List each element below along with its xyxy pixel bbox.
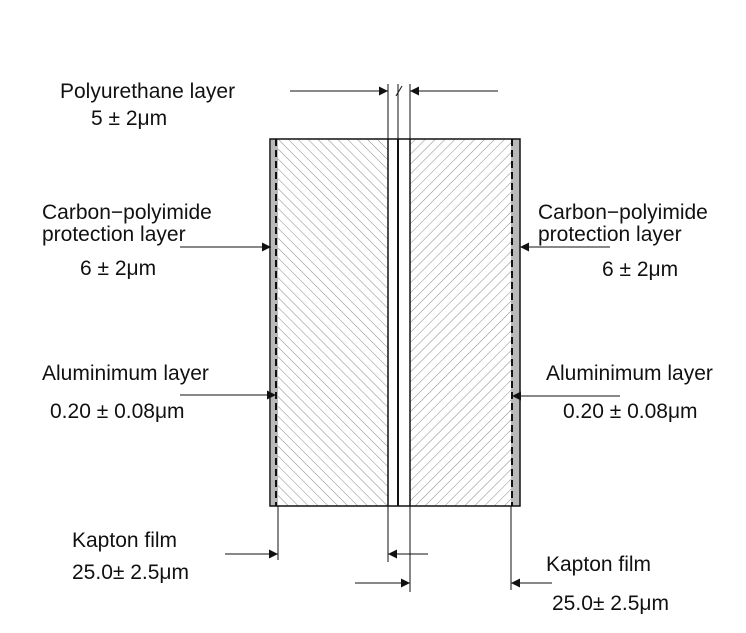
kapton-film-right [410, 139, 511, 506]
cross-section-outline [269, 138, 521, 507]
carbon-polyimide-layer-left [271, 139, 278, 506]
carbon-right-value: 6 ± 2μm [602, 258, 678, 281]
carbon-polyimide-layer-right [511, 139, 520, 506]
polyurethane-value: 5 ± 2μm [91, 107, 167, 130]
kapton-right-value: 25.0± 2.5μm [552, 592, 669, 615]
carbon-left-value: 6 ± 2μm [80, 257, 156, 280]
carbon-right-label-line1: Carbon−polyimide [538, 201, 708, 224]
carbon-left-label-line2: protection layer [42, 223, 186, 246]
polyurethane-label: Polyurethane layer [60, 80, 235, 103]
carbon-left-label-line1: Carbon−polyimide [42, 201, 212, 224]
aluminium-right-label: Aluminimum layer [546, 362, 713, 385]
kapton-left-label: Kapton film [72, 529, 177, 552]
kapton-film-left [278, 139, 388, 506]
aluminium-left-value: 0.20 ± 0.08μm [50, 400, 185, 423]
aluminium-right-value: 0.20 ± 0.08μm [563, 400, 698, 423]
carbon-right-label-line2: protection layer [538, 223, 682, 246]
kapton-right-label: Kapton film [546, 553, 651, 576]
aluminium-left-label: Aluminimum layer [42, 362, 209, 385]
kapton-left-value: 25.0± 2.5μm [72, 561, 189, 584]
